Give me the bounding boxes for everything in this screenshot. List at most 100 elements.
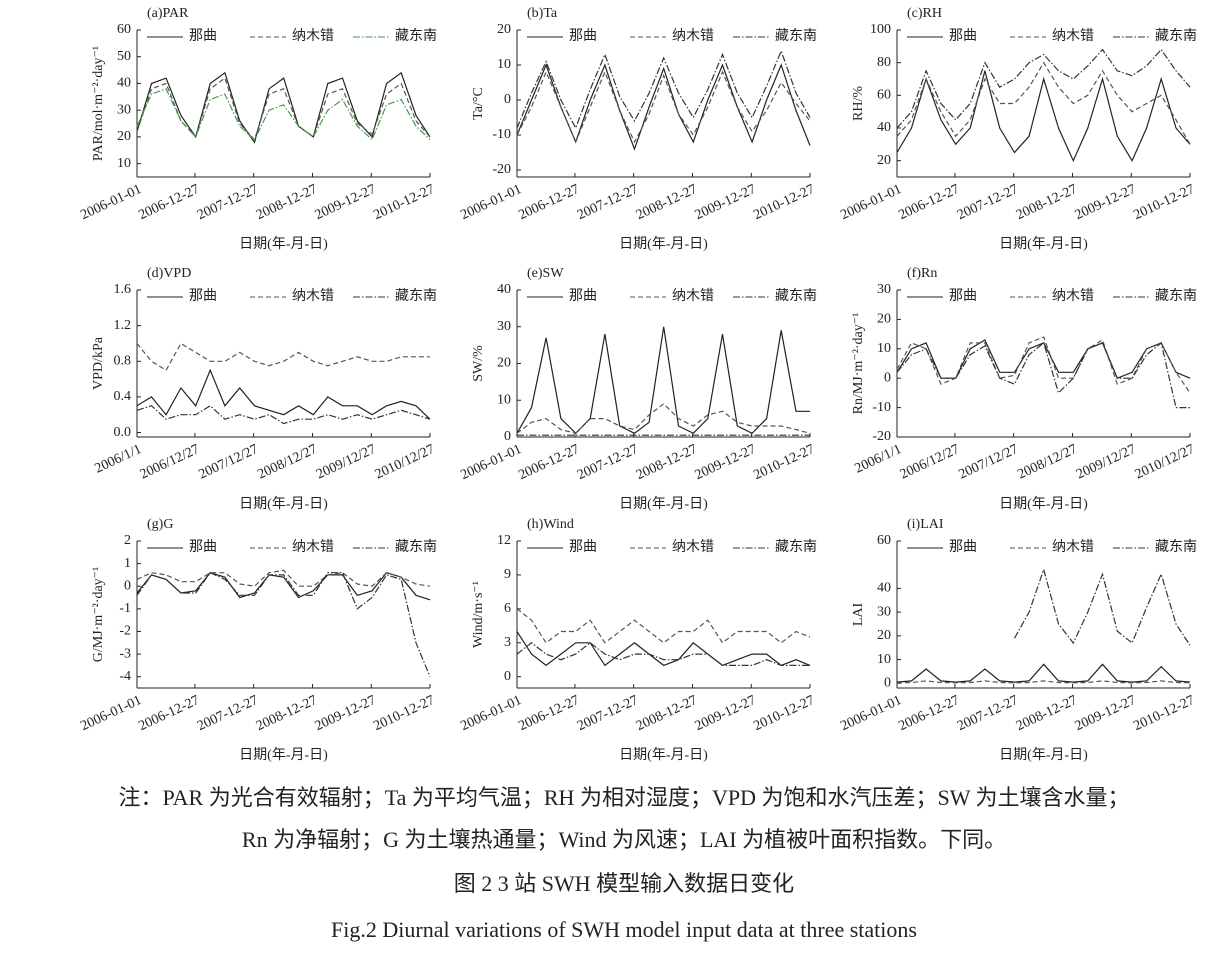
y-tick-label: 40 <box>877 581 891 596</box>
legend-label: 藏东南 <box>395 539 437 555</box>
x-tick-label: 2007/12/27 <box>197 442 261 483</box>
y-tick-label: 30 <box>877 604 891 619</box>
series-line <box>516 326 810 435</box>
y-tick-label: 30 <box>877 282 891 297</box>
x-tick-label: 2010-12-27 <box>1132 182 1198 223</box>
series-line <box>136 342 430 372</box>
x-tick-label: 2006-01-01 <box>459 182 525 223</box>
y-tick-label: 30 <box>497 319 511 334</box>
x-tick-label: 2006/12/27 <box>898 442 962 483</box>
series-line <box>896 70 1191 163</box>
y-axis-title: PAR/mol·m⁻²·day⁻¹ <box>91 46 106 161</box>
legend-label: 藏东南 <box>395 288 437 304</box>
legend-label: 纳木错 <box>292 539 334 555</box>
series-line <box>896 48 1191 129</box>
x-tick-label: 2006-12-27 <box>516 693 582 734</box>
x-tick-label: 2010-12-27 <box>1132 693 1198 734</box>
legend-label: 藏东南 <box>775 539 817 555</box>
legend-label: 纳木错 <box>672 288 714 304</box>
series-line <box>516 608 811 644</box>
x-tick-label: 2007-12-27 <box>575 182 641 223</box>
series-line <box>896 339 1191 379</box>
x-tick-label: 2009-12-27 <box>1073 693 1139 734</box>
x-axis-title: 日期(年-月-日) <box>619 496 708 512</box>
legend-label: 藏东南 <box>775 28 817 44</box>
x-tick-label: 2009-12-27 <box>693 693 759 734</box>
y-tick-label: -20 <box>492 162 511 177</box>
x-tick-label: 2007-12-27 <box>575 693 641 734</box>
series-line <box>1013 567 1191 646</box>
y-tick-label: 0.4 <box>114 389 132 404</box>
x-axis-title: 日期(年-月-日) <box>619 236 708 252</box>
y-axis-title: Rn/MJ·m⁻²·day⁻¹ <box>851 313 866 415</box>
x-tick-label: 2010/12/27 <box>1133 442 1197 483</box>
panel-title: (i)LAI <box>907 517 944 532</box>
note-line: 注：PAR 为光合有效辐射；Ta 为平均气温；RH 为相对湿度；VPD 为饱和水… <box>118 785 1129 810</box>
legend-label: 纳木错 <box>1052 28 1094 44</box>
y-axis-title: Ta/°C <box>471 87 486 120</box>
x-tick-label: 2006-12-27 <box>136 693 202 734</box>
x-tick-label: 2006-01-01 <box>79 182 145 223</box>
y-tick-label: 100 <box>870 22 891 37</box>
x-tick-label: 2006-01-01 <box>459 693 525 734</box>
series-line <box>896 336 1191 394</box>
x-tick-label: 2006-01-01 <box>839 182 905 223</box>
x-tick-label: 2010-12-27 <box>372 182 438 223</box>
x-tick-label: 2009/12/27 <box>314 442 378 483</box>
y-tick-label: 10 <box>877 652 891 667</box>
x-tick-label: 2009-12-27 <box>313 693 379 734</box>
y-tick-label: -2 <box>119 624 131 639</box>
note-line: Rn 为净辐射；G 为土壤热通量；Wind 为风速；LAI 为植被叶面积指数。下… <box>242 827 1006 852</box>
y-tick-label: 50 <box>117 49 131 64</box>
x-tick-label: 2006/1/1 <box>93 442 144 477</box>
x-tick-label: 2006/1/1 <box>853 442 904 477</box>
x-tick-label: 2006-12-27 <box>516 442 582 483</box>
y-tick-label: 40 <box>877 120 891 135</box>
y-tick-label: 20 <box>497 22 511 37</box>
y-tick-label: 0.0 <box>114 425 132 440</box>
y-tick-label: 9 <box>504 567 511 582</box>
x-tick-label: 2006-01-01 <box>79 693 145 734</box>
y-axis-title: RH/% <box>851 86 866 121</box>
x-tick-label: 2006-12-27 <box>516 182 582 223</box>
legend-label: 纳木错 <box>1052 288 1094 304</box>
y-tick-label: -20 <box>872 429 891 444</box>
legend-label: 那曲 <box>569 28 597 44</box>
x-tick-label: 2007/12/27 <box>957 442 1021 483</box>
y-tick-label: 3 <box>504 635 511 650</box>
y-tick-label: 20 <box>877 312 891 327</box>
legend-label: 藏东南 <box>395 28 437 44</box>
panel-title: (c)RH <box>907 6 942 21</box>
x-tick-label: 2010-12-27 <box>372 693 438 734</box>
legend-label: 那曲 <box>189 28 217 44</box>
y-tick-label: 20 <box>117 129 131 144</box>
y-tick-label: 60 <box>117 22 131 37</box>
x-axis-title: 日期(年-月-日) <box>619 747 708 763</box>
y-tick-label: 0.8 <box>114 353 132 368</box>
y-tick-label: 10 <box>497 57 511 72</box>
legend-label: 纳木错 <box>672 28 714 44</box>
x-tick-label: 2009-12-27 <box>693 182 759 223</box>
y-tick-label: 20 <box>877 628 891 643</box>
y-tick-label: 10 <box>497 392 511 407</box>
x-tick-label: 2008-12-27 <box>634 182 700 223</box>
x-tick-label: 2008-12-27 <box>634 693 700 734</box>
series-line <box>896 61 1191 145</box>
y-tick-label: -10 <box>872 400 891 415</box>
x-tick-label: 2007-12-27 <box>195 693 261 734</box>
y-tick-label: 0 <box>124 578 131 593</box>
y-tick-label: 40 <box>497 282 511 297</box>
y-axis-title: G/MJ·m⁻²·day⁻¹ <box>91 567 106 663</box>
x-tick-label: 2008-12-27 <box>254 693 320 734</box>
y-tick-label: 60 <box>877 88 891 103</box>
x-tick-label: 2008/12/27 <box>255 442 319 483</box>
series-line <box>896 663 1191 683</box>
series-line <box>516 403 811 434</box>
x-tick-label: 2007-12-27 <box>955 693 1021 734</box>
y-axis-title: VPD/kPa <box>91 336 106 390</box>
panel-title: (a)PAR <box>147 6 189 21</box>
legend-label: 藏东南 <box>1155 288 1197 304</box>
panel-title: (e)SW <box>527 266 564 281</box>
y-tick-label: 20 <box>877 153 891 168</box>
x-axis-title: 日期(年-月-日) <box>999 747 1088 763</box>
